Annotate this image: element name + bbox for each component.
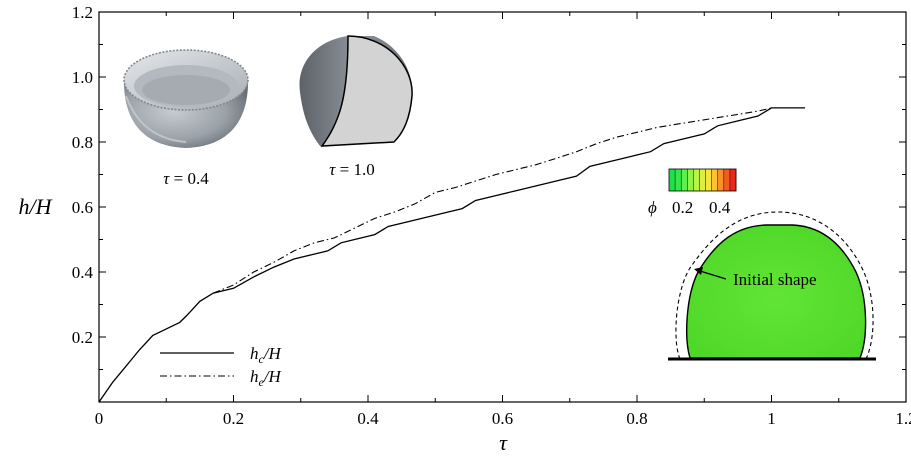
colorbar-segment bbox=[699, 169, 706, 191]
colorbar-tick-0.2: 0.2 bbox=[672, 198, 693, 217]
colorbar-segment bbox=[723, 169, 731, 191]
colorbar bbox=[668, 168, 737, 192]
y-tick-label: 0.4 bbox=[72, 263, 94, 282]
y-tick-label: 0.2 bbox=[72, 328, 93, 347]
colorbar-segment bbox=[675, 169, 682, 191]
legend-label-he: he/H bbox=[250, 367, 283, 389]
initial-shape-label: Initial shape bbox=[733, 270, 817, 289]
inset-shape-tau-0.4 bbox=[123, 49, 249, 148]
y-tick-label: 1.0 bbox=[72, 68, 93, 87]
colorbar-segment bbox=[687, 169, 694, 191]
colorbar-tick-0.4: 0.4 bbox=[709, 198, 731, 217]
legend: hc/H he/H bbox=[160, 344, 283, 389]
x-axis-title: τ bbox=[499, 430, 508, 455]
droplet bbox=[686, 224, 867, 359]
x-tick-label: 0.6 bbox=[492, 409, 513, 428]
colorbar-segment bbox=[669, 169, 676, 191]
y-tick-label: 0.6 bbox=[72, 198, 93, 217]
annotation-arrow bbox=[699, 270, 727, 280]
colorbar-label: ϕ bbox=[648, 198, 657, 217]
legend-label-hc: hc/H bbox=[250, 344, 283, 366]
colorbar-frame bbox=[668, 168, 737, 192]
y-tick-label: 0.8 bbox=[72, 133, 93, 152]
y-axis-title: h/H bbox=[19, 194, 53, 219]
colorbar-segment bbox=[717, 169, 725, 191]
x-tick-label: 0.4 bbox=[357, 409, 379, 428]
inset-caption-tau-0.4: τ = 0.4 bbox=[163, 169, 209, 188]
colorbar-segment bbox=[705, 169, 713, 191]
x-tick-label: 0.2 bbox=[223, 409, 244, 428]
colorbar-segment bbox=[711, 169, 719, 191]
inset-shape-tau-1.0 bbox=[299, 35, 413, 147]
x-tick-label: 1.2 bbox=[895, 409, 911, 428]
x-tick-label: 0 bbox=[95, 409, 104, 428]
x-tick-label: 1 bbox=[767, 409, 776, 428]
axis-ticks: 0 0.2 0.4 0.6 0.8 1 1.2 0.2 0.4 0.6 0.8 1.0 1.2 bbox=[72, 3, 911, 428]
colorbar-segment bbox=[693, 169, 700, 191]
series-he-line bbox=[213, 107, 772, 294]
x-tick-label: 0.8 bbox=[626, 409, 647, 428]
y-tick-label: 1.2 bbox=[72, 3, 93, 22]
colorbar-segment bbox=[681, 169, 688, 191]
inset-caption-tau-1.0: τ = 1.0 bbox=[329, 160, 374, 179]
inset-droplet bbox=[668, 211, 876, 361]
series-hc-line bbox=[98, 107, 806, 403]
colorbar-segment bbox=[729, 169, 737, 191]
